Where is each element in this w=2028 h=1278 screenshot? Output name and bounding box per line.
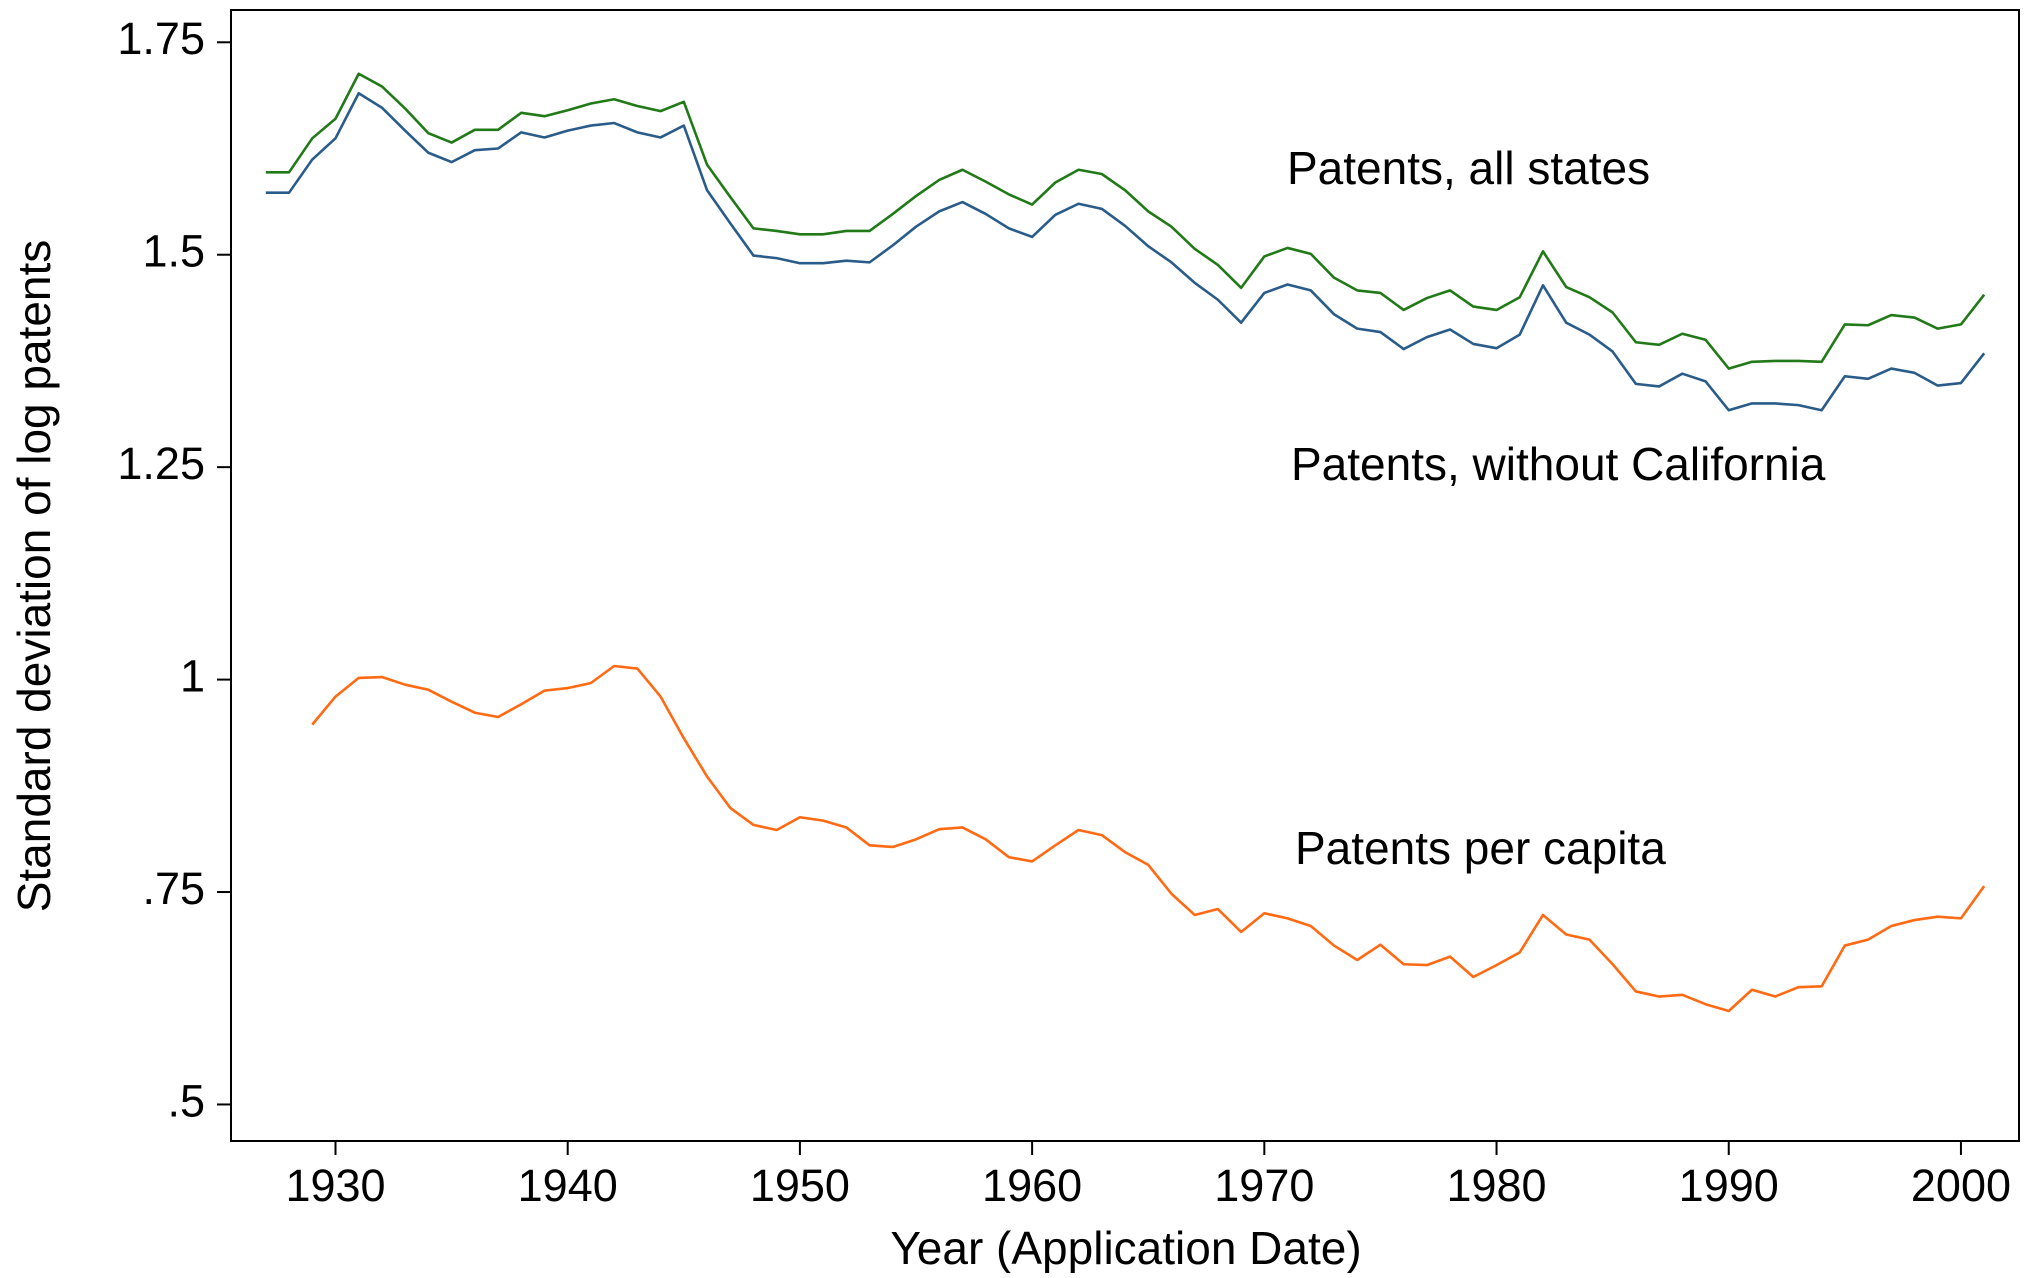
x-axis-title: Year (Application Date)	[890, 1222, 1361, 1273]
x-tick-label: 2000	[1911, 1160, 2011, 1211]
x-tick-label: 1960	[982, 1160, 1082, 1211]
x-tick-label: 1930	[285, 1160, 385, 1211]
x-tick-label: 1980	[1446, 1160, 1546, 1211]
series-line	[265, 72, 1986, 370]
x-tick-label: 1940	[518, 1160, 618, 1211]
y-tick-label: 1.75	[117, 13, 205, 64]
y-tick-label: .75	[142, 863, 205, 914]
series-line	[265, 91, 1986, 412]
series-label: Patents, without California	[1291, 438, 1826, 490]
y-axis-title: Standard deviation of log patents	[8, 240, 60, 913]
series-line	[311, 664, 1986, 1013]
y-tick-label: 1.25	[117, 438, 205, 489]
y-tick-label: 1.5	[142, 226, 205, 277]
x-tick-label: 1970	[1214, 1160, 1314, 1211]
x-tick-label: 1990	[1679, 1160, 1779, 1211]
y-tick-label: 1	[180, 650, 205, 701]
y-tick-label: .5	[167, 1075, 205, 1126]
plot-frame	[230, 9, 2020, 1142]
series-label: Patents, all states	[1287, 142, 1650, 194]
series-label: Patents per capita	[1295, 822, 1666, 874]
x-tick-label: 1950	[750, 1160, 850, 1211]
